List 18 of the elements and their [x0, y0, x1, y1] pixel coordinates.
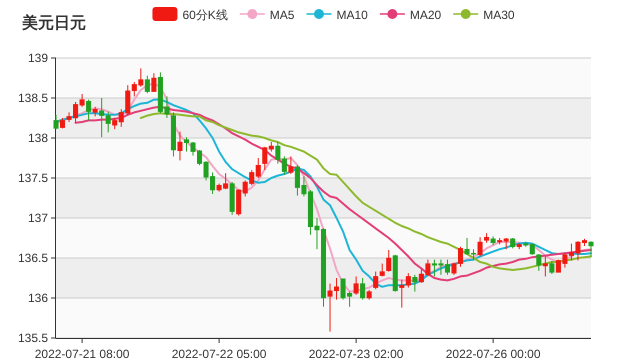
y-tick-label: 135.5	[18, 331, 48, 345]
y-tick-label: 138	[28, 131, 48, 145]
y-tick-label: 136	[28, 291, 48, 305]
x-tick-label: 2022-07-26 00:00	[446, 347, 541, 361]
x-tick-label: 2022-07-21 08:00	[34, 347, 130, 361]
y-tick-label: 136.5	[18, 251, 48, 265]
x-tick-label: 2022-07-22 05:00	[172, 347, 267, 361]
legend-label: 60分K线	[182, 8, 228, 22]
x-tick-label: 2022-07-23 02:00	[308, 347, 404, 361]
y-tick-label: 137	[28, 211, 48, 225]
y-tick-label: 138.5	[18, 91, 48, 105]
chart-title: 美元日元	[21, 13, 86, 32]
y-tick-label: 139	[28, 51, 48, 65]
legend-label: MA30	[483, 8, 515, 22]
legend-label: MA10	[336, 8, 368, 22]
legend-label: MA5	[270, 8, 295, 22]
y-tick-label: 137.5	[18, 171, 48, 185]
legend-label: MA20	[410, 8, 442, 22]
